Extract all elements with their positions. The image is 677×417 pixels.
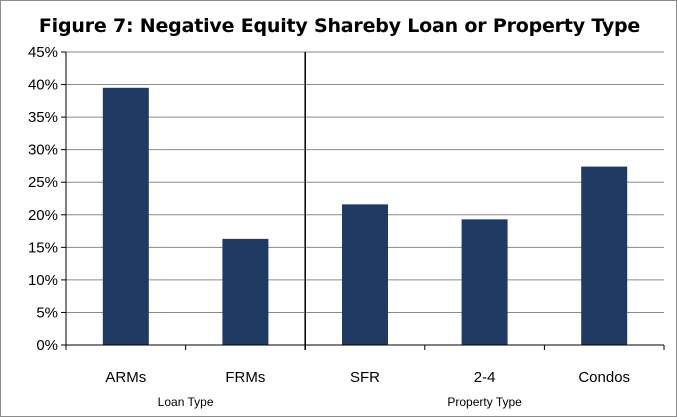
y-tick-label: 45%: [28, 44, 58, 61]
bars: [102, 87, 628, 346]
bar-frms: [222, 238, 269, 345]
bar-2-4: [461, 219, 508, 345]
bar-sfr: [342, 204, 388, 345]
chart-title: Figure 7: Negative Equity Shareby Loan o…: [38, 15, 641, 37]
x-group-label: Loan Type: [158, 395, 214, 409]
x-group-label: Property Type: [447, 395, 522, 409]
x-category-label: FRMs: [225, 369, 265, 386]
bar-condos: [581, 166, 628, 345]
y-tick-label: 20%: [28, 207, 58, 224]
y-tick-label: 15%: [28, 239, 58, 256]
y-tick-label: 10%: [28, 272, 58, 289]
x-category-label: Condos: [578, 369, 630, 386]
axes: [61, 51, 665, 350]
bar-arms: [102, 87, 149, 346]
y-tick-label: 40%: [28, 77, 58, 94]
y-tick-label: 25%: [28, 174, 58, 191]
y-tick-label: 30%: [28, 142, 58, 159]
x-category-label: ARMs: [105, 369, 146, 386]
y-tick-label: 35%: [28, 109, 58, 126]
x-category-label: 2-4: [474, 369, 496, 386]
x-axis-category-labels: ARMs FRMs SFR 2-4 Condos: [105, 369, 630, 386]
y-tick-label: 0%: [36, 337, 58, 354]
x-axis-group-labels: Loan Type Property Type: [158, 395, 522, 409]
x-category-label: SFR: [350, 369, 380, 386]
y-tick-label: 5%: [36, 304, 58, 321]
y-axis-tick-labels: 0% 5% 10% 15% 20% 25% 30% 35% 40% 45%: [28, 44, 58, 354]
